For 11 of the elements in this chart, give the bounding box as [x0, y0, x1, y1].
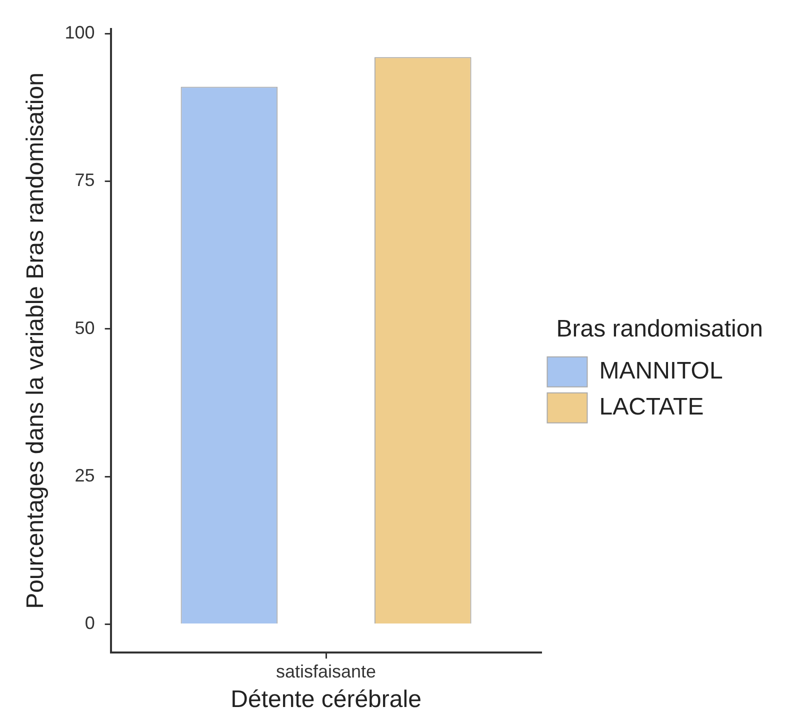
- x-tick-label: satisfaisante: [276, 661, 376, 682]
- y-tick-label: 50: [74, 318, 95, 338]
- y-tick-label: 25: [74, 466, 95, 486]
- y-tick-label: 0: [84, 613, 95, 634]
- y-tick-label: 75: [74, 170, 95, 190]
- legend-title: Bras randomisation: [556, 316, 763, 343]
- y-tick-label: 100: [64, 22, 95, 42]
- x-axis-title: Détente cérébrale: [230, 686, 422, 714]
- y-axis-title: Pourcentages dans la variable Bras randomisation: [22, 72, 50, 609]
- legend-label: MANNITOL: [599, 358, 723, 385]
- legend-label: LACTATE: [599, 394, 704, 421]
